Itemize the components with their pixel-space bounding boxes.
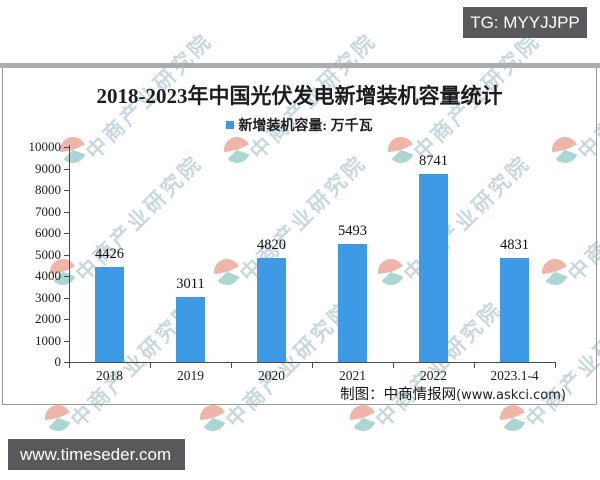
x-axis-label: 2018 xyxy=(96,368,123,383)
bar-value-label: 4426 xyxy=(95,246,124,262)
site-url-label: www.timeseder.com xyxy=(20,444,172,464)
cbi-logo-icon xyxy=(500,405,526,431)
bar xyxy=(95,267,124,362)
site-url-badge: www.timeseder.com xyxy=(8,439,185,470)
y-axis-label: 1000 xyxy=(35,333,61,348)
y-axis-label: 0 xyxy=(54,354,62,369)
attribution-url: (www.askci.com) xyxy=(456,388,566,403)
y-axis-label: 6000 xyxy=(35,225,61,240)
y-axis-label: 3000 xyxy=(35,290,61,305)
separator-band xyxy=(0,63,600,68)
y-tick xyxy=(64,147,69,148)
y-tick xyxy=(64,276,69,277)
x-axis-label: 2020 xyxy=(258,368,285,383)
cbi-logo-icon xyxy=(224,137,250,163)
bar-value-label: 4820 xyxy=(257,237,286,253)
y-axis-label: 10000 xyxy=(28,139,62,154)
bar xyxy=(419,174,448,362)
y-axis-label: 7000 xyxy=(35,204,61,219)
y-tick xyxy=(64,362,69,363)
bar xyxy=(176,297,205,362)
y-axis-label: 8000 xyxy=(35,182,61,197)
attribution-maker: 制图：中商情报网 xyxy=(340,387,457,403)
attribution: 制图：中商情报网(www.askci.com) xyxy=(340,383,566,404)
bar xyxy=(500,258,529,362)
bar xyxy=(338,244,367,362)
x-axis-line xyxy=(69,362,556,363)
cbi-logo-icon xyxy=(542,259,568,285)
bar xyxy=(257,258,286,362)
y-axis-label: 5000 xyxy=(35,247,61,262)
x-tick xyxy=(69,363,70,368)
cbi-logo-icon xyxy=(378,259,404,285)
x-axis-label: 2019 xyxy=(177,368,204,383)
y-tick xyxy=(64,298,69,299)
cbi-logo-icon xyxy=(45,405,71,431)
y-axis-label: 9000 xyxy=(35,161,61,176)
cbi-logo-icon xyxy=(552,137,578,163)
y-tick xyxy=(64,190,69,191)
cbi-logo-icon xyxy=(350,405,376,431)
bar-value-label: 8741 xyxy=(419,153,448,169)
tg-badge: TG: MYYJJPP xyxy=(463,7,587,38)
x-tick xyxy=(393,363,394,368)
cbi-logo-icon xyxy=(50,259,76,285)
y-axis-line xyxy=(69,145,70,363)
cbi-logo-icon xyxy=(60,137,86,163)
x-tick xyxy=(150,363,151,368)
bar-value-label: 4831 xyxy=(500,237,529,253)
chart-legend: 新增装机容量: 万千瓦 xyxy=(3,115,596,135)
y-tick xyxy=(64,212,69,213)
legend-label: 新增装机容量: 万千瓦 xyxy=(238,119,373,134)
chart-panel: 2018-2023年中国光伏发电新增装机容量统计 新增装机容量: 万千瓦 制图：… xyxy=(2,64,597,405)
y-axis-label: 4000 xyxy=(35,268,61,283)
x-tick xyxy=(231,363,232,368)
legend-marker-icon xyxy=(226,121,235,129)
x-axis-label: 2021 xyxy=(339,368,366,383)
y-axis-label: 2000 xyxy=(35,311,61,326)
y-tick xyxy=(64,255,69,256)
x-axis-label: 2023.1-4 xyxy=(490,368,539,383)
x-tick xyxy=(312,363,313,368)
chart-title: 2018-2023年中国光伏发电新增装机容量统计 xyxy=(96,84,503,108)
bar-value-label: 3011 xyxy=(176,276,205,292)
x-tick xyxy=(555,363,556,368)
y-tick xyxy=(64,319,69,320)
x-tick xyxy=(474,363,475,368)
y-tick xyxy=(64,341,69,342)
x-axis-label: 2022 xyxy=(420,368,447,383)
bar-value-label: 5493 xyxy=(338,223,367,239)
tg-badge-label: TG: MYYJJPP xyxy=(470,12,580,32)
cbi-logo-icon xyxy=(200,405,226,431)
cbi-logo-icon xyxy=(388,137,414,163)
y-tick xyxy=(64,169,69,170)
y-tick xyxy=(64,233,69,234)
cbi-logo-icon xyxy=(214,259,240,285)
